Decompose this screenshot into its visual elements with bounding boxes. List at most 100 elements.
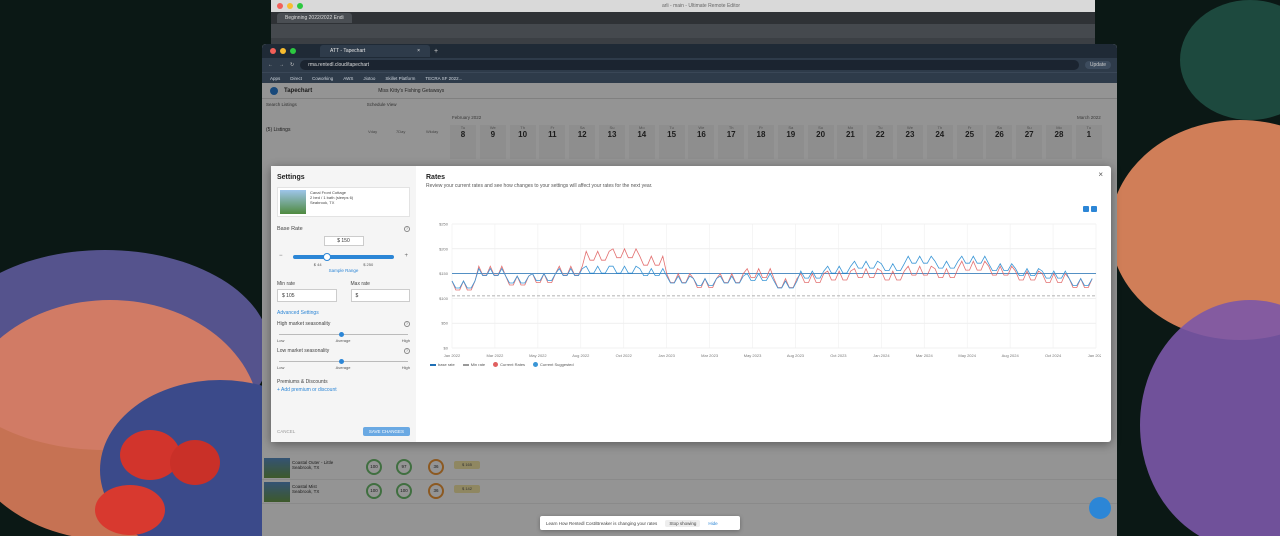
date-cell[interactable]: Fr 25 [956,125,983,159]
back-window-tab[interactable]: Beginning 2022/2022 Endi [277,13,352,23]
bookmark-item[interactable]: Skillet Platform [385,75,416,81]
notification-toast: Learn How Rentedl Cost/Breaker is changi… [540,516,740,530]
scale-average: Average [335,338,351,343]
plus-icon[interactable]: + [404,253,408,259]
cancel-button[interactable]: CANCEL [277,429,296,434]
date-cell[interactable]: Th 10 [509,125,536,159]
slider-handle[interactable] [339,359,344,364]
score-ring: 100 [396,483,412,499]
date-cell[interactable]: Tu 1 [1075,125,1102,159]
legend-current-rates[interactable]: Current Rates [493,362,525,368]
price-cell[interactable]: $ 165 [454,461,480,469]
property-selector[interactable]: Miss Kitty's Fishing Getaways [378,87,445,94]
close-tab-icon[interactable]: × [417,48,420,54]
date-cell[interactable]: Fr 11 [539,125,566,159]
date-cell[interactable]: Tu 22 [867,125,894,159]
scale-average: Average [335,365,351,370]
date-weekday: Fr [759,125,763,130]
date-cell[interactable]: We 9 [479,125,506,159]
high-seasonality-slider[interactable] [277,330,410,338]
slider-handle[interactable] [323,253,331,261]
date-cell[interactable]: Tu 15 [658,125,685,159]
score-ring: 100 [366,483,382,499]
date-cell[interactable]: We 23 [897,125,923,159]
low-seasonality-slider[interactable] [277,357,410,365]
forward-arrow-icon[interactable]: → [279,62,284,68]
help-icon[interactable]: ? [404,226,410,232]
stop-showing-button[interactable]: Stop showing [665,519,701,527]
date-cell[interactable]: Fr 18 [748,125,774,159]
y-tick-label: $0 [444,346,449,351]
add-premium-link[interactable]: + Add premium or discount [277,387,337,393]
price-cell[interactable]: $ 142 [454,485,480,493]
col-vday: Vday [368,129,378,134]
date-cell[interactable]: Th 17 [718,125,745,159]
max-rate-input[interactable]: $ [350,289,410,302]
slider-handle[interactable] [339,332,344,337]
date-number: 22 [875,130,885,139]
advanced-settings-toggle[interactable]: Advanced Settings [277,310,319,316]
legend-current-suggested[interactable]: Current Suggested [533,362,574,368]
bookmark-item[interactable]: TECRA SF 2022... [425,75,463,81]
browser-tab[interactable]: ATT - Tapechart × [320,45,430,57]
date-number: 9 [490,130,496,139]
base-rate-slider[interactable]: − + [277,252,410,262]
listing-card: Canal Front Cottage 2 bed / 1 bath (slee… [277,187,410,217]
schedule-view-selector[interactable]: Schedule View [366,101,397,107]
rates-settings-modal: Settings Canal Front Cottage 2 bed / 1 b… [271,166,1111,442]
background-editor-window[interactable]: arli - main - Ultimate Remote Editor Beg… [271,0,1095,44]
date-weekday: Th [520,125,525,130]
help-icon[interactable]: ? [404,321,410,327]
bookmark-item[interactable]: Direct [290,75,303,81]
date-cell[interactable]: Sa 19 [777,125,804,159]
settings-panel: Settings Canal Front Cottage 2 bed / 1 b… [271,166,416,442]
legend-current-suggested-label: Current Suggested [540,362,574,367]
back-arrow-icon[interactable]: ← [268,62,273,68]
base-rate-input[interactable]: $ 150 [323,236,364,246]
y-tick-label: $100 [439,296,449,301]
date-number: 14 [637,130,647,139]
listing-row[interactable]: Coastal Mist Seabrook, TX 100 100 36 $ 14… [262,480,1117,504]
reload-icon[interactable]: ↻ [290,62,295,68]
date-number: 16 [696,130,706,139]
date-cell[interactable]: Tu 8 [450,125,476,159]
minus-icon[interactable]: − [279,253,283,259]
chat-bubble-icon[interactable] [1089,497,1111,519]
listing-row[interactable]: Coastal Outer - Little Seabrook, TX 100 9… [262,456,1117,480]
bookmark-item[interactable]: AWS [343,75,354,81]
address-bar[interactable]: rma.rentedl.cloud/tapechart [300,60,1079,70]
x-tick-label: Oct 2024 [1045,353,1062,358]
date-cell[interactable]: Mo 21 [837,125,864,159]
date-cell[interactable]: Mo 14 [628,125,655,159]
help-icon[interactable]: ? [404,348,410,354]
date-weekday: Su [1026,125,1032,130]
new-tab-icon[interactable]: + [434,47,439,55]
zoom-out-icon[interactable] [1083,206,1089,212]
zoom-in-icon[interactable] [1091,206,1097,212]
sample-range-link[interactable]: Sample Range [328,268,359,273]
min-rate-input[interactable]: $ 105 [277,289,337,302]
search-listings-input[interactable]: Search Listings [266,101,297,107]
date-header: February 2022 March 2022 (5) Listings Vd… [262,113,1117,163]
bookmark-item[interactable]: Jiotoo [363,75,376,81]
legend-base-rate[interactable]: base rate [430,362,455,367]
date-cell[interactable]: Su 27 [1016,125,1043,159]
hide-link[interactable]: Hide [708,520,718,526]
date-cell[interactable]: Mo 28 [1046,125,1072,159]
save-changes-button[interactable]: SAVE CHANGES [362,427,410,436]
close-icon[interactable]: × [1098,170,1103,179]
date-cell[interactable]: Th 24 [926,125,953,159]
date-cell[interactable]: We 16 [688,125,715,159]
date-cell[interactable]: Sa 12 [569,125,596,159]
x-tick-label: Jan 2024 [873,353,890,358]
legend-min-rate[interactable]: Min rate [462,362,485,367]
col-wkday: Wkday [426,129,439,134]
date-weekday: Sa [788,125,794,130]
update-button[interactable]: Update [1084,61,1111,69]
date-cell[interactable]: Su 20 [807,125,834,159]
month-left: February 2022 [452,115,482,120]
date-cell[interactable]: Sa 26 [986,125,1013,159]
bookmark-item[interactable]: Apps [270,75,281,81]
bookmark-item[interactable]: Coworking [312,75,334,81]
date-cell[interactable]: Su 13 [599,125,625,159]
